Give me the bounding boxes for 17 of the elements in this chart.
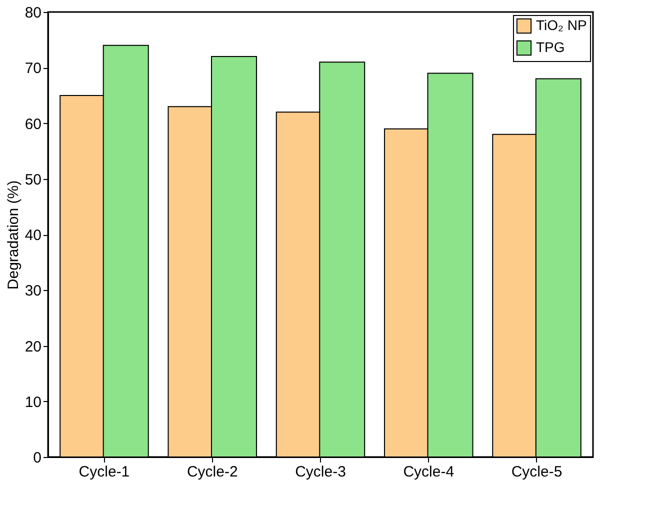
y-tick-label: 50 xyxy=(24,171,42,188)
x-tick-label: Cycle-1 xyxy=(78,464,130,480)
y-tick-label: 0 xyxy=(33,450,42,466)
y-tick-label: 10 xyxy=(24,394,42,411)
x-tick-label: Cycle-4 xyxy=(403,464,454,480)
x-tick-label: Cycle-5 xyxy=(511,464,562,480)
y-tick-label: 20 xyxy=(24,338,42,356)
legend-label: TiO₂ NP xyxy=(536,17,587,33)
x-tick-label: Cycle-3 xyxy=(295,464,346,480)
y-tick-label: 60 xyxy=(24,116,42,133)
y-tick-label: 70 xyxy=(24,60,42,78)
legend-label: TPG xyxy=(536,39,565,55)
y-tick-label: 80 xyxy=(24,4,42,22)
y-axis-title: Degradation (%) xyxy=(4,180,22,290)
x-tick-label: Cycle-2 xyxy=(186,464,238,480)
y-tick-label: 30 xyxy=(24,282,42,300)
y-tick-label: 40 xyxy=(24,227,42,244)
